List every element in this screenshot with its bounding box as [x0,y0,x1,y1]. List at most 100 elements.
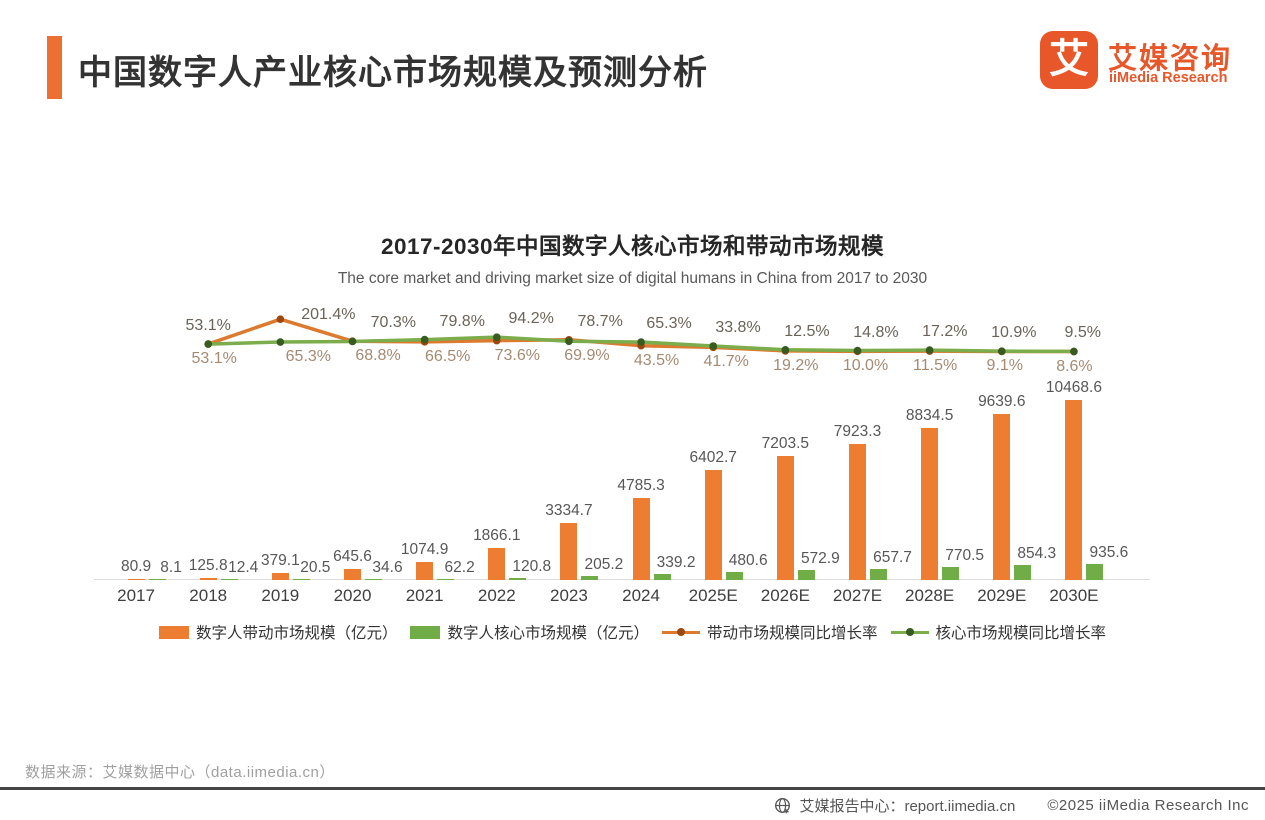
bar-label-core-2029E: 854.3 [1017,545,1057,563]
growth-label-bottom-2027E: 10.0% [842,357,889,375]
bar-label-driving-2028E: 8834.5 [905,407,954,425]
growth-label-top-2025E: 33.8% [715,318,761,336]
bar-driving-2028E [921,428,939,580]
core-line-point-2025E [709,342,718,350]
bar-label-driving-2030E: 10468.6 [1045,379,1102,396]
header-accent-bar [47,36,62,99]
bar-label-core-2021: 62.2 [444,558,475,576]
bar-core-2027E [870,568,887,580]
legend-swatch-bar-0 [158,625,189,639]
logo-mark-icon: 艾 [1049,37,1089,81]
legend-item-1: 数字人核心市场规模（亿元） [410,621,649,643]
growth-label-top-2028E: 17.2% [922,323,968,341]
legend-label-2: 带动市场规模同比增长率 [707,625,878,642]
core-line-point-2021 [420,335,429,344]
legend-dot-2 [677,628,685,636]
logo-name-en: iiMedia Research [1109,70,1228,86]
growth-label-top-2019: 201.4% [301,306,356,324]
bar-label-driving-2022: 1866.1 [473,526,521,544]
core-line-point-2024 [637,338,645,346]
bar-label-driving-2021: 1074.9 [400,540,449,558]
page-title: 中国数字人产业核心市场规模及预测分析 [78,54,708,92]
bar-label-driving-2027E: 7923.3 [833,422,882,440]
bar-driving-2024 [632,497,650,580]
footer-source: 数据来源：艾媒数据中心（data.iimedia.cn） [25,764,335,781]
growth-label-top-2018: 53.1% [185,317,231,335]
bar-label-driving-2017: 80.9 [120,557,152,575]
bar-core-2022 [509,577,527,580]
legend-item-3: 核心市场规模同比增长率 [890,621,1106,643]
legend-label-0: 数字人带动市场规模（亿元） [195,625,398,642]
bar-core-2024 [653,574,671,580]
bar-core-2030E [1086,563,1104,580]
footer-divider [0,787,1265,790]
x-axis-label-2030E: 2030E [1049,586,1099,605]
growth-lines-layer [204,315,1078,356]
core-line-point-2020 [348,337,357,346]
core-line-point-2019 [276,338,285,346]
core-line-point-2018 [204,340,213,348]
bar-core-2019 [292,579,310,580]
x-axis-label-2023: 2023 [550,586,588,605]
bar-label-core-2025E: 480.6 [728,551,768,569]
bar-label-driving-2024: 4785.3 [617,476,665,494]
logo-name-cn: 艾媒咨询 [1108,43,1233,75]
core-line-point-2022 [492,333,501,341]
legend-item-2: 带动市场规模同比增长率 [662,621,878,643]
bar-label-core-2027E: 657.7 [873,548,912,566]
bar-label-driving-2029E: 9639.6 [978,393,1026,411]
growth-label-bottom-2018: 53.1% [191,350,237,368]
x-axis-label-2022: 2022 [477,586,516,605]
growth-label-top-2030E: 9.5% [1064,324,1101,342]
bar-core-2026E [797,570,815,580]
growth-label-bottom-2020: 68.8% [355,347,401,365]
growth-label-bottom-2029E: 9.1% [986,357,1024,375]
globe-icon [775,798,791,814]
bar-driving-2026E [776,456,794,580]
bar-core-2028E [942,566,960,580]
x-axis-label-2017: 2017 [117,586,155,605]
growth-label-bottom-2023: 69.9% [564,347,610,365]
x-axis-label-2028E: 2028E [905,586,955,605]
bar-driving-2020 [344,568,361,580]
growth-label-top-2027E: 14.8% [853,323,899,341]
legend-dot-3 [905,628,914,636]
growth-label-bottom-2019: 65.3% [285,348,332,366]
bar-label-driving-2019: 379.1 [260,552,300,570]
bar-core-2029E [1014,565,1032,580]
bar-driving-2029E [993,414,1011,580]
bar-label-core-2017: 8.1 [160,559,182,576]
growth-label-bottom-2024: 43.5% [633,351,680,369]
bar-core-2018 [220,579,238,580]
bar-label-core-2024: 339.2 [656,554,696,572]
bar-label-core-2019: 20.5 [300,559,331,576]
bar-label-core-2030E: 935.6 [1089,543,1129,561]
core-line-point-2030E [1070,347,1078,356]
x-axis: 2017 2018 2019 2020 2021 2022 2023 2024 2025E 202… [100,586,1110,612]
bar-driving-2023 [560,522,578,580]
legend-item-0: 数字人带动市场规模（亿元） [158,621,398,643]
bar-label-core-2028E: 770.5 [945,546,985,564]
x-axis-label-2018: 2018 [189,586,228,605]
growth-label-top-2023: 78.7% [577,312,623,330]
growth-label-bottom-2021: 66.5% [424,347,471,365]
bar-driving-2022 [488,547,506,580]
chart-title: 2017-2030年中国数字人核心市场和带动市场规模 [380,234,885,259]
growth-label-bottom-2030E: 8.6% [1056,357,1093,375]
bar-label-driving-2026E: 7203.5 [761,435,810,453]
chart-subtitle: The core market and driving market size … [337,270,928,287]
growth-label-bottom-2026E: 19.2% [773,356,819,374]
growth-label-top-2024: 65.3% [646,315,692,333]
bar-label-core-2018: 12.4 [228,559,259,576]
bar-label-driving-2018: 125.8 [188,556,228,574]
bar-driving-2018 [199,577,217,580]
copyright-text: ©2025 iiMedia Research Inc [1047,797,1249,814]
growth-label-bottom-2025E: 41.7% [703,353,749,371]
driving-line-point-2019 [276,315,285,323]
bar-label-driving-2025E: 6402.7 [689,448,737,466]
x-axis-label-2029E: 2029E [977,586,1027,605]
bar-driving-2019 [271,573,289,580]
growth-label-top-2021: 79.8% [439,312,485,330]
bar-core-2021 [437,578,455,580]
